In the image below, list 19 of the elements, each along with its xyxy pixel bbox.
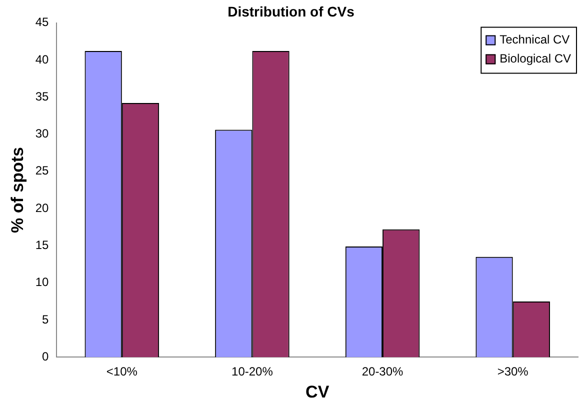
y-tick-label: 30 bbox=[35, 126, 50, 141]
y-tick-label: 20 bbox=[35, 200, 50, 215]
x-tick-label: 10-20% bbox=[232, 364, 274, 379]
x-tick-label: <10% bbox=[106, 364, 138, 379]
chart-title: Distribution of CVs bbox=[228, 3, 355, 20]
y-tick-label: 10 bbox=[35, 275, 50, 290]
y-tick-label: 35 bbox=[35, 89, 50, 104]
x-axis-title: CV bbox=[306, 382, 330, 402]
legend-label: Biological CV bbox=[500, 52, 572, 66]
x-tick-label: 20-30% bbox=[362, 364, 404, 379]
y-tick-label: 25 bbox=[35, 164, 50, 178]
y-tick-label: 15 bbox=[35, 238, 50, 252]
legend-label: Technical CV bbox=[500, 32, 570, 47]
y-tick-label: 0 bbox=[42, 350, 50, 364]
y-axis-title: % of spots bbox=[8, 147, 27, 233]
y-tick-label: 5 bbox=[42, 312, 50, 326]
x-tick-label: >30% bbox=[497, 364, 529, 379]
y-tick-label: 45 bbox=[35, 15, 50, 30]
y-tick-label: 40 bbox=[35, 52, 50, 66]
